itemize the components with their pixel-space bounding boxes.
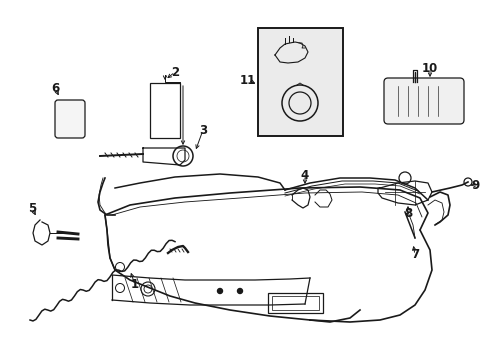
Circle shape — [237, 288, 242, 293]
Text: 6: 6 — [51, 81, 59, 95]
Circle shape — [217, 288, 222, 293]
Text: 10: 10 — [421, 62, 437, 75]
FancyBboxPatch shape — [55, 100, 85, 138]
FancyBboxPatch shape — [383, 78, 463, 124]
Text: 1: 1 — [131, 279, 139, 292]
Text: 3: 3 — [199, 123, 206, 136]
Bar — [258, 28, 342, 136]
Text: 2: 2 — [171, 66, 179, 78]
Text: 5: 5 — [28, 202, 36, 215]
Text: 11: 11 — [240, 73, 256, 86]
Text: 9: 9 — [470, 179, 478, 192]
Text: 4: 4 — [300, 168, 308, 181]
Text: 8: 8 — [403, 207, 411, 220]
Bar — [150, 83, 180, 138]
Bar — [271, 296, 318, 310]
Bar — [267, 293, 323, 313]
Text: 7: 7 — [410, 248, 418, 261]
